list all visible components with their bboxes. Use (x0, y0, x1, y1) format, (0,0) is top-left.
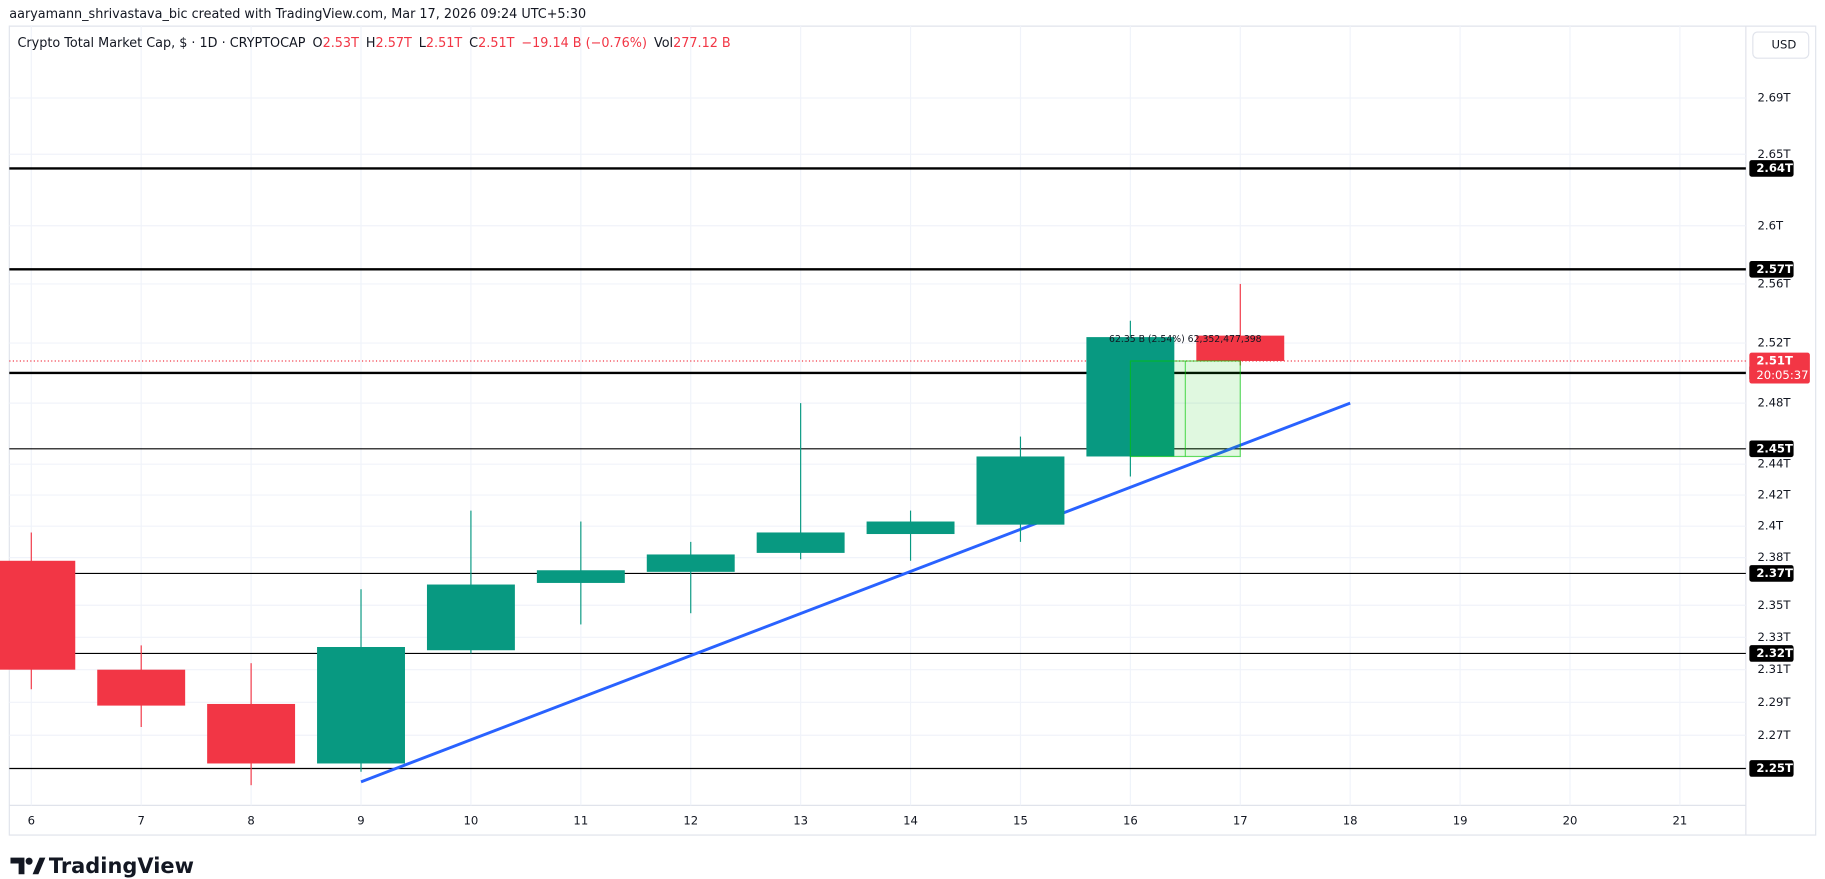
measure-label: 62.35 B (2.54%) 62,352,477,398 (1109, 334, 1262, 345)
legend-value: 2.57T (375, 35, 411, 50)
legend-value: 2.53T (323, 35, 359, 50)
x-tick-label: 21 (1673, 813, 1688, 827)
trendline (360, 401, 1351, 784)
x-tick-label: 7 (137, 813, 144, 827)
x-tick-label: 19 (1453, 813, 1468, 827)
level-tag-label: 2.32T (1756, 646, 1793, 660)
level-tag-label: 2.25T (1756, 761, 1793, 775)
y-tick-label: 2.48T (1757, 396, 1791, 410)
level-tag (1749, 760, 1794, 777)
candle-body (426, 584, 515, 651)
legend-key: Vol (654, 35, 673, 50)
candle-body (317, 646, 405, 764)
y-tick-label: 2.31T (1757, 662, 1791, 676)
countdown: 20:05:37 (1756, 368, 1808, 382)
candle-body (536, 570, 625, 583)
candle-body (207, 703, 296, 764)
y-tick-label: 2.38T (1757, 550, 1791, 564)
frame (8, 25, 1817, 836)
y-tick-label: 2.35T (1757, 598, 1791, 612)
y-tick-label: 2.69T (1757, 90, 1791, 104)
level-tag (1749, 565, 1794, 582)
candle-body (0, 560, 76, 670)
level-tag-label: 2.57T (1756, 262, 1793, 276)
legend: Crypto Total Market Cap, $ · 1D · CRYPTO… (17, 35, 730, 50)
candle-body (97, 669, 186, 706)
candle-body (756, 532, 845, 553)
level-tag-label: 2.45T (1756, 441, 1793, 455)
candle-body (1196, 335, 1285, 361)
y-tick-label: 2.65T (1757, 147, 1791, 161)
x-tick-label: 13 (793, 813, 808, 827)
legend-value: 277.12 B (673, 35, 731, 50)
x-tick-label: 17 (1233, 813, 1248, 827)
logo-icon (25, 857, 33, 865)
x-tick-label: 20 (1563, 813, 1578, 827)
logo: TradingView (10, 853, 194, 878)
x-tick-label: 10 (464, 813, 479, 827)
legend-key: L (419, 35, 427, 50)
y-tick-label: 2.56T (1757, 276, 1791, 290)
level-tag (1749, 645, 1794, 662)
x-tick-label: 11 (573, 813, 588, 827)
y-tick-label: 2.33T (1757, 630, 1791, 644)
level-tag-label: 2.37T (1756, 566, 1793, 580)
logo-icon (10, 857, 25, 875)
x-tick-label: 8 (247, 813, 254, 827)
candle-body (866, 521, 955, 535)
current-price-label: 2.51T (1756, 353, 1793, 367)
y-tick-label: 2.27T (1757, 728, 1791, 742)
y-tick-label: 2.44T (1757, 457, 1791, 471)
currency-button[interactable] (1752, 31, 1810, 59)
y-tick-label: 2.42T (1757, 487, 1791, 501)
plot: 6 7 8 9 10 11 12 13 14 15 16 17 18 19 20 212.69T2.65T2.… (0, 26, 1810, 827)
x-tick-label: 9 (357, 813, 364, 827)
attribution: aaryamann_shrivastava_bic created with T… (9, 7, 586, 22)
candle-body (646, 554, 735, 572)
logo-icon (32, 857, 46, 875)
y-tick-label: 2.6T (1757, 218, 1783, 232)
level-tag (1749, 440, 1794, 458)
legend-key: H (366, 35, 376, 50)
legend-value: −19.14 B (−0.76%) (521, 35, 647, 50)
level-tag (1749, 260, 1794, 278)
y-tick-label: 2.52T (1757, 335, 1791, 349)
x-tick-label: 15 (1013, 813, 1028, 827)
logo-text: TradingView (49, 853, 194, 878)
legend-key: C (469, 35, 478, 50)
x-tick-label: 18 (1343, 813, 1358, 827)
x-tick-label: 16 (1123, 813, 1138, 827)
legend-symbol: Crypto Total Market Cap, $ · 1D · CRYPTO… (17, 35, 305, 50)
level-tag-label: 2.64T (1756, 161, 1793, 175)
x-tick-label: 6 (28, 813, 35, 827)
level-tag (1749, 160, 1794, 177)
legend-key: O (313, 35, 323, 50)
currency-label: USD (1771, 38, 1796, 52)
legend-value: 2.51T (426, 35, 462, 50)
legend-value: 2.51T (478, 35, 514, 50)
y-tick-label: 2.4T (1757, 519, 1783, 533)
y-tick-label: 2.29T (1757, 695, 1791, 709)
candle-body (976, 456, 1065, 525)
x-tick-label: 14 (903, 813, 918, 827)
current-price-tag (1749, 352, 1810, 384)
x-tick-label: 12 (683, 813, 698, 827)
